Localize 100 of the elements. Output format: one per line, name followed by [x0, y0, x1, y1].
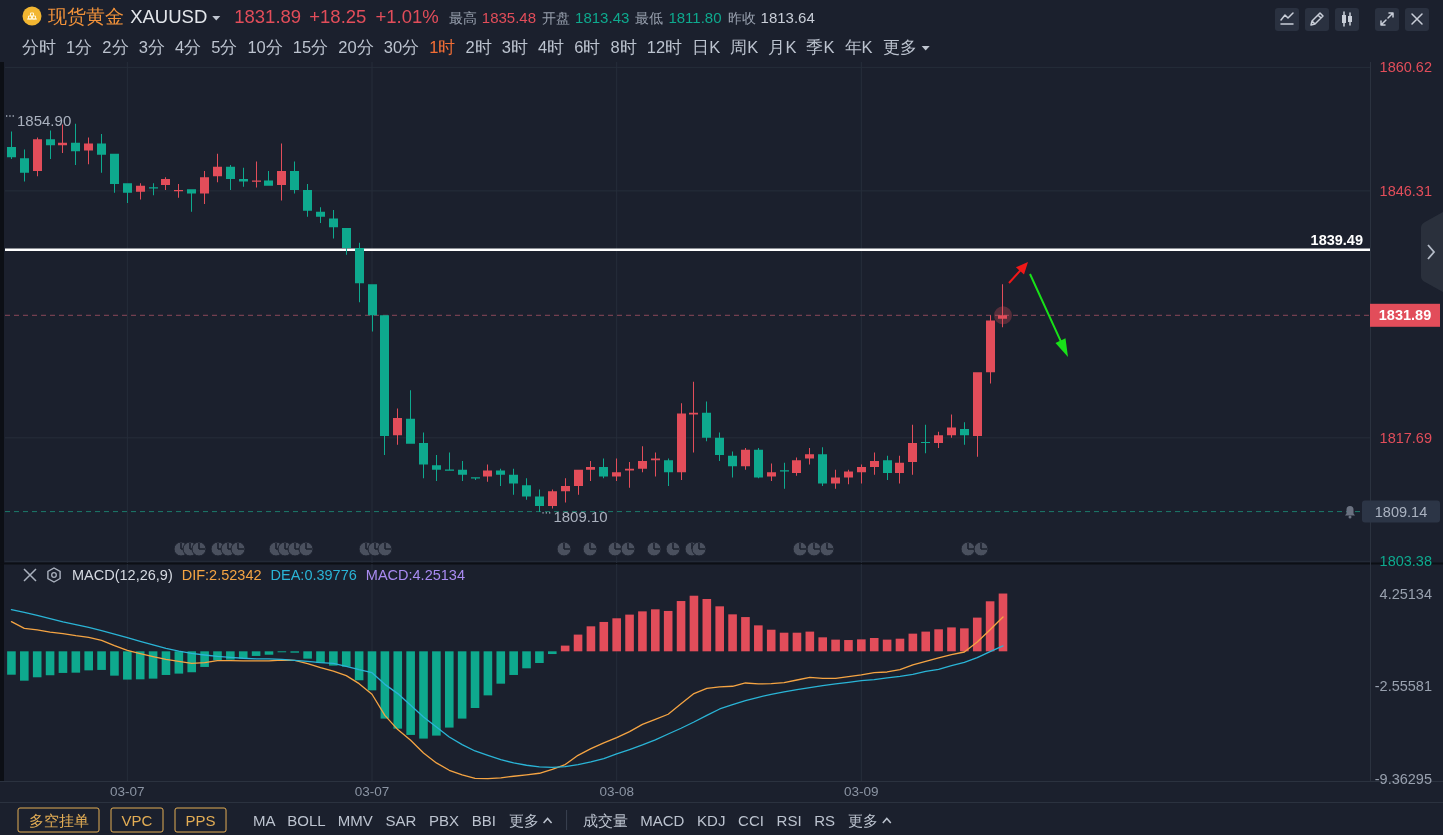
candlestick [844, 469, 853, 485]
candlestick [535, 489, 544, 512]
x-tick-label: 03-07 [354, 783, 390, 799]
bar [547, 651, 557, 655]
candlestick [20, 149, 29, 182]
candlestick [123, 183, 132, 204]
candlestick [110, 153, 119, 193]
candlestick [792, 457, 801, 476]
bar [741, 617, 750, 652]
candlestick [947, 414, 956, 438]
bar [264, 651, 274, 655]
annotation: MACD:4.25134 [365, 567, 465, 583]
candlestick [599, 458, 608, 479]
bar [457, 651, 467, 719]
candlestick [831, 469, 840, 489]
candlestick [973, 372, 982, 457]
bar [97, 651, 106, 670]
bar [444, 651, 454, 728]
bar [123, 651, 132, 680]
candlestick [780, 462, 789, 489]
bar [316, 651, 325, 664]
text: DIF:2.52342 [181, 567, 262, 583]
y-tick-label: -2.55581 [1374, 678, 1432, 695]
candlestick [316, 207, 325, 223]
candlestick [149, 183, 158, 196]
candlestick [380, 315, 389, 455]
bar [58, 651, 68, 673]
candlestick [264, 171, 273, 186]
candlestick [342, 228, 351, 255]
bar [84, 651, 93, 671]
candlestick [651, 452, 660, 477]
candlestick [46, 130, 55, 160]
bar [135, 651, 145, 680]
annotation: 1854.90 [17, 111, 72, 129]
candlestick [33, 137, 42, 177]
candlestick [290, 161, 299, 194]
bar [71, 651, 81, 673]
bar [754, 625, 763, 652]
bar [419, 651, 428, 739]
candlestick [625, 461, 634, 488]
bar [625, 614, 634, 652]
candlestick [908, 424, 917, 475]
bar [522, 651, 531, 669]
bar [20, 651, 29, 681]
ref-line-label: 1831.89 [1378, 307, 1432, 324]
bar [470, 651, 480, 709]
text: MA BOLL MMV SAR PBX BBI 更多 [253, 811, 539, 829]
candlestick [612, 458, 621, 481]
text: PPS [185, 811, 216, 829]
x-tick-label: 03-09 [844, 783, 879, 799]
candlestick [161, 177, 170, 191]
candlestick [561, 478, 570, 503]
bar [161, 651, 171, 675]
bar [329, 651, 338, 666]
bar [599, 621, 609, 652]
candlestick [638, 446, 647, 473]
bar [689, 595, 699, 652]
y-tick-label: 4.25134 [1379, 585, 1432, 602]
bar [483, 651, 493, 696]
text: VPC [121, 811, 153, 829]
ref-line-label: 1839.49 [1310, 231, 1363, 248]
candlestick [406, 390, 415, 444]
bar [869, 638, 879, 652]
candlestick [97, 134, 106, 173]
bar [393, 651, 403, 729]
x-tick-label: 03-08 [599, 783, 634, 799]
candlestick [445, 452, 454, 471]
candlestick [393, 408, 402, 445]
bar [110, 651, 119, 676]
bar [702, 598, 712, 652]
bar [341, 651, 351, 667]
bar [844, 640, 853, 652]
candlestick [934, 431, 943, 449]
bar [960, 628, 969, 652]
bar [251, 651, 261, 656]
candlestick [368, 284, 377, 332]
bar [535, 651, 544, 664]
candlestick [921, 424, 930, 454]
candlestick [252, 161, 261, 188]
bar [779, 632, 789, 652]
candlestick [277, 143, 286, 201]
candlestick [432, 455, 441, 481]
x-tick-label: 03-07 [110, 783, 145, 799]
candlestick [458, 461, 467, 481]
bar [432, 651, 441, 736]
text: 1831.89 +18.25 +1.01% 最高 1835.48 开盘 1813.43 最低 1811.80 昨收 1813.64 [234, 5, 815, 27]
candlestick [883, 455, 892, 481]
candlestick [548, 489, 557, 509]
bar [676, 601, 686, 652]
bar [7, 651, 16, 675]
bar [831, 639, 840, 652]
candlestick [200, 171, 209, 204]
candlestick [986, 315, 995, 384]
text: 成交量 MACD KDJ CCI RSI RS 更多 [582, 811, 878, 829]
candlestick [355, 242, 364, 303]
candlestick [664, 458, 673, 487]
annotation: 1809.10 [553, 508, 608, 526]
y-tick-label: 1846.31 [1379, 182, 1432, 199]
bar [857, 639, 866, 652]
y-tick-label: 1860.62 [1379, 59, 1432, 76]
